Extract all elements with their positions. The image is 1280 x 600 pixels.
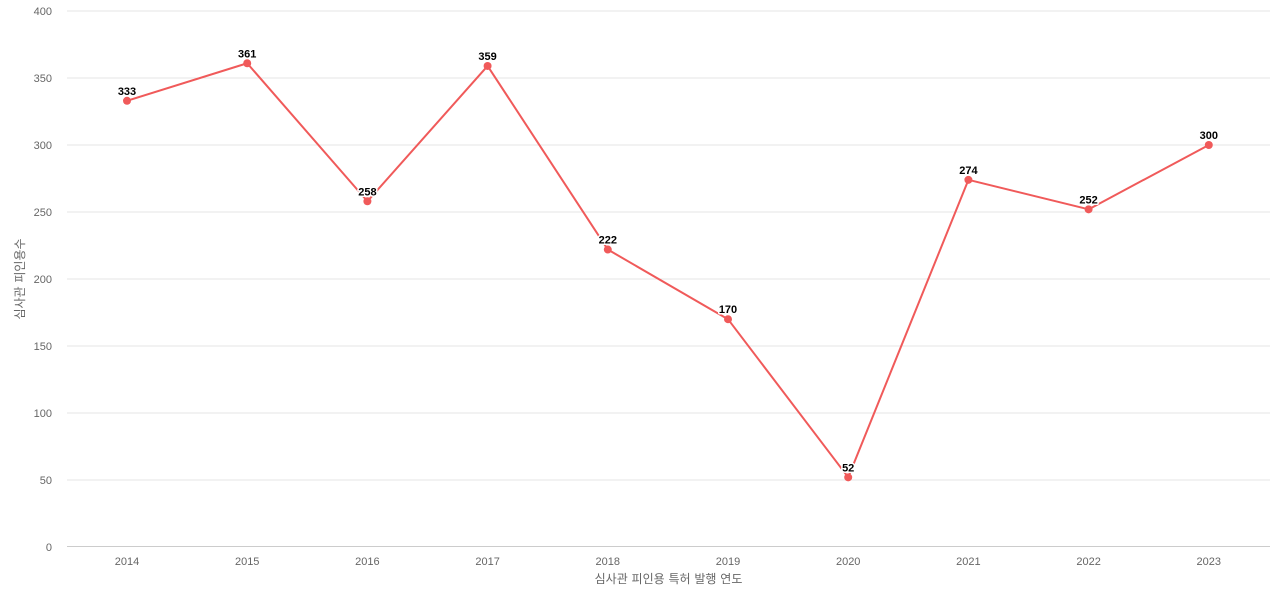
data-point bbox=[844, 473, 853, 482]
y-axis-ticks: 0 50 100 150 200 250 300 350 400 bbox=[34, 6, 52, 554]
y-tick-label: 50 bbox=[40, 475, 52, 487]
y-tick-label: 100 bbox=[34, 408, 52, 420]
data-point bbox=[243, 59, 252, 68]
data-labels: 333 361 258 359 222 170 52 274 252 300 bbox=[116, 47, 1219, 476]
data-label: 52 bbox=[842, 462, 854, 474]
data-label: 300 bbox=[1200, 130, 1218, 142]
data-point bbox=[1084, 205, 1093, 214]
data-point bbox=[123, 96, 131, 105]
data-label: 274 bbox=[959, 165, 978, 177]
data-label: 222 bbox=[599, 235, 617, 247]
y-tick-label: 150 bbox=[34, 341, 52, 353]
y-tick-label: 250 bbox=[34, 207, 52, 219]
data-point bbox=[724, 315, 732, 324]
series-line bbox=[126, 62, 1210, 479]
y-tick-label: 0 bbox=[46, 542, 52, 554]
x-tick-label: 2018 bbox=[596, 556, 620, 568]
x-axis-ticks: 2014 2015 2016 2017 2018 2019 2020 2021 2022 2023 bbox=[115, 556, 1221, 568]
x-tick-label: 2023 bbox=[1197, 556, 1221, 568]
x-tick-label: 2016 bbox=[355, 556, 379, 568]
x-tick-label: 2020 bbox=[836, 556, 860, 568]
x-tick-label: 2014 bbox=[115, 556, 139, 568]
data-label: 170 bbox=[719, 304, 737, 316]
data-point bbox=[964, 175, 973, 184]
data-label: 361 bbox=[238, 48, 256, 60]
data-point bbox=[1204, 141, 1213, 149]
data-label: 359 bbox=[478, 51, 496, 63]
data-point bbox=[603, 245, 612, 254]
x-tick-label: 2015 bbox=[235, 556, 259, 568]
x-axis-title: 심사관 피인용 특허 발행 연도 bbox=[595, 571, 743, 586]
data-label: 252 bbox=[1079, 194, 1097, 206]
x-tick-label: 2022 bbox=[1076, 556, 1100, 568]
data-point bbox=[483, 61, 492, 70]
gridlines bbox=[67, 10, 1270, 481]
y-tick-label: 400 bbox=[34, 6, 52, 18]
y-axis-title: 심사관 피인용수 bbox=[13, 238, 27, 319]
x-tick-label: 2019 bbox=[716, 556, 740, 568]
x-tick-label: 2017 bbox=[475, 556, 499, 568]
data-point bbox=[363, 197, 372, 206]
series-layer bbox=[123, 59, 1213, 482]
data-label: 333 bbox=[118, 86, 136, 98]
x-tick-label: 2021 bbox=[956, 556, 980, 568]
y-tick-label: 200 bbox=[34, 274, 52, 286]
y-tick-label: 350 bbox=[34, 73, 52, 85]
data-label: 258 bbox=[358, 186, 376, 198]
y-tick-label: 300 bbox=[34, 140, 52, 152]
